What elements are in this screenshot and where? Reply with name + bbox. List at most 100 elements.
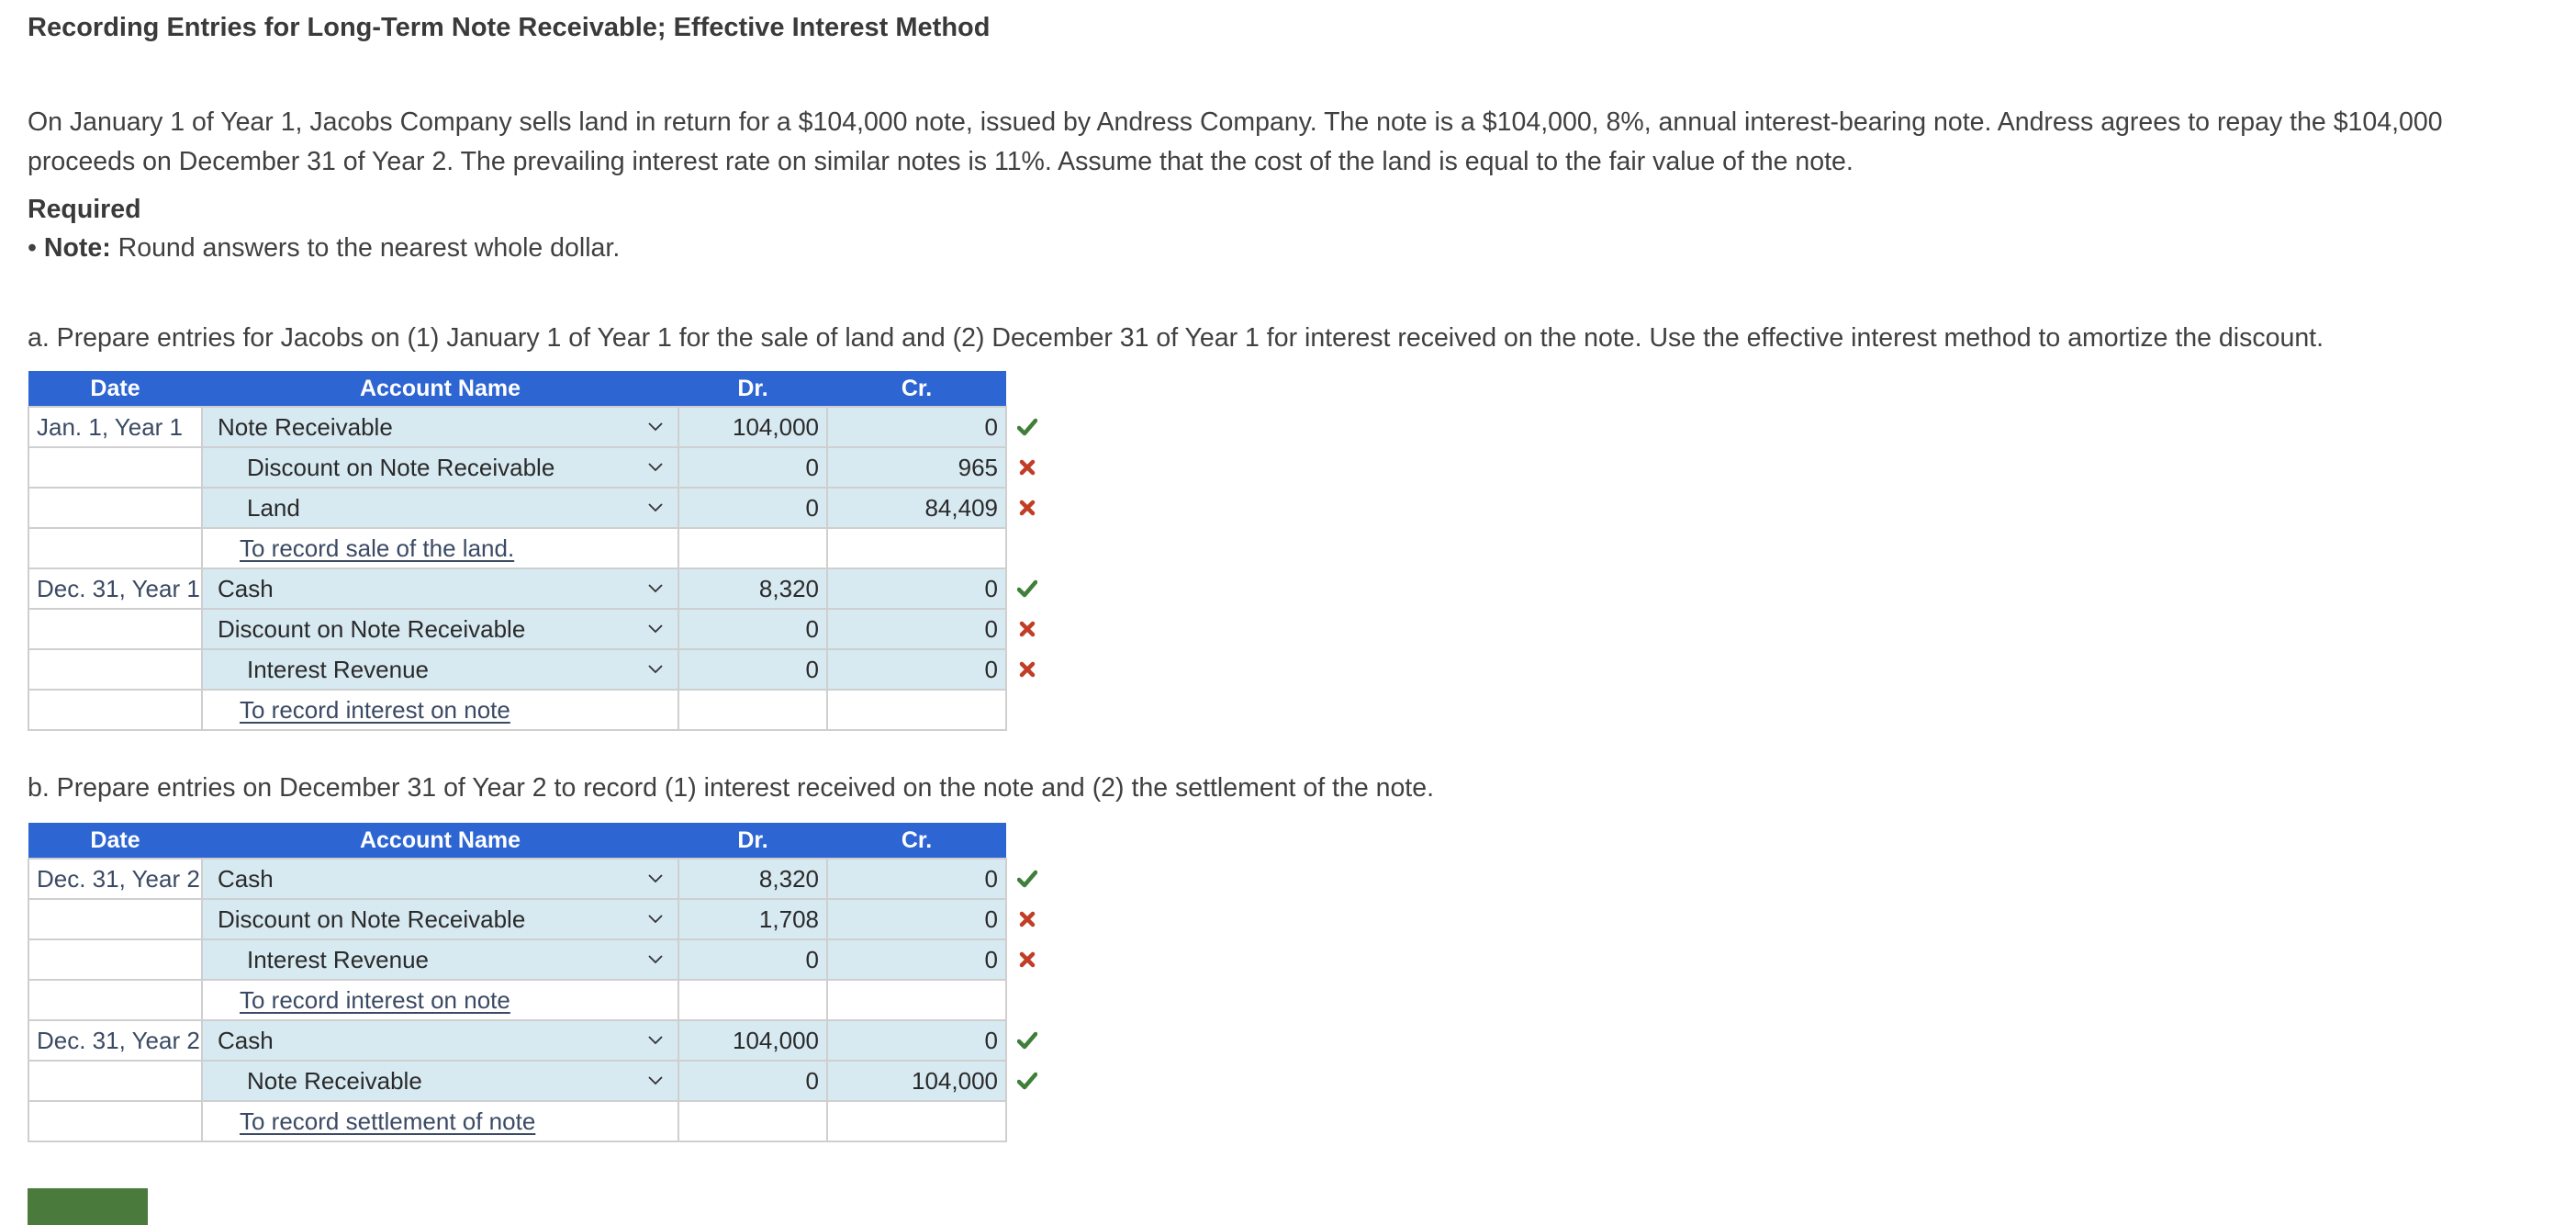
credit-input[interactable]: 965 [826, 446, 1036, 489]
memo-cell: To record settlement of note [201, 1100, 679, 1142]
part-a-prompt: a. Prepare entries for Jacobs on (1) Jan… [28, 323, 2324, 353]
date-cell: Dec. 31, Year 2 [28, 858, 203, 900]
part-b-prompt: b. Prepare entries on December 31 of Yea… [28, 773, 1434, 803]
debit-input[interactable]: 104,000 [678, 1019, 828, 1062]
credit-value: 965 [958, 453, 998, 481]
chevron-down-icon[interactable] [643, 1021, 668, 1060]
debit-input[interactable]: 0 [678, 648, 828, 691]
account-select[interactable]: Cash [201, 1019, 679, 1062]
account-select[interactable]: Note Receivable [201, 1060, 679, 1102]
date-cell [28, 446, 203, 489]
submit-button[interactable] [28, 1188, 148, 1225]
entry-description-link[interactable]: To record settlement of note [240, 1107, 536, 1135]
journal-entry-row: Interest Revenue 0 0 [28, 648, 1036, 691]
chevron-down-icon[interactable] [643, 900, 668, 938]
credit-input[interactable]: 104,000 [826, 1060, 1037, 1102]
note-text: Round answers to the nearest whole dolla… [110, 233, 621, 263]
debit-input[interactable]: 8,320 [678, 568, 828, 610]
journal-entry-row: Interest Revenue 0 0 [28, 938, 1036, 981]
debit-cell-empty [678, 527, 828, 569]
account-select[interactable]: Land [201, 487, 679, 529]
credit-input[interactable]: 84,409 [826, 487, 1036, 529]
rounding-note: • Note: Round answers to the nearest who… [28, 233, 620, 264]
journal-entry-row: Jan. 1, Year 1 Note Receivable 104,000 0 [28, 406, 1037, 448]
account-name: Note Receivable [247, 1066, 422, 1095]
journal-table-part-a: Date Account Name Dr. Cr. Jan. 1, Year 1… [28, 371, 1037, 731]
x-mark-icon [1016, 456, 1038, 478]
journal-rows-part-b: Dec. 31, Year 2 Cash 8,320 0 Discount on Not… [28, 858, 1037, 1142]
debit-cell-empty [678, 689, 828, 731]
memo-cell: To record interest on note [201, 689, 679, 731]
account-select[interactable]: Note Receivable [201, 406, 679, 448]
account-select[interactable]: Discount on Note Receivable [201, 608, 679, 650]
checkmark-icon [1016, 578, 1038, 600]
credit-cell-empty [826, 689, 1007, 731]
account-select[interactable]: Discount on Note Receivable [201, 898, 679, 940]
memo-cell: To record interest on note [201, 979, 679, 1021]
x-mark-icon [1016, 658, 1038, 680]
credit-value: 84,409 [924, 493, 998, 522]
header-date: Date [28, 823, 202, 859]
debit-input[interactable]: 0 [678, 1060, 828, 1102]
chevron-down-icon[interactable] [643, 408, 668, 446]
note-label: Note: [43, 233, 111, 263]
debit-input[interactable]: 0 [678, 446, 828, 489]
chevron-down-icon[interactable] [643, 1062, 668, 1100]
entry-description-link[interactable]: To record sale of the land. [240, 534, 515, 562]
credit-value: 0 [984, 574, 998, 602]
debit-input[interactable]: 0 [678, 608, 828, 650]
account-name: Cash [218, 1026, 274, 1054]
debit-input[interactable]: 104,000 [678, 406, 828, 448]
credit-input[interactable]: 0 [826, 858, 1037, 900]
date-cell [28, 689, 203, 731]
date-cell [28, 648, 203, 691]
debit-input[interactable]: 0 [678, 938, 828, 981]
checkmark-icon [1016, 868, 1038, 890]
credit-input[interactable]: 0 [826, 568, 1037, 610]
date-cell: Dec. 31, Year 2 [28, 1019, 203, 1062]
memo-row: To record sale of the land. [28, 527, 1007, 569]
chevron-down-icon[interactable] [643, 860, 668, 898]
header-date: Date [28, 371, 202, 407]
debit-input[interactable]: 0 [678, 487, 828, 529]
debit-input[interactable]: 8,320 [678, 858, 828, 900]
credit-value: 0 [984, 864, 998, 893]
checkmark-icon [1016, 1070, 1038, 1092]
problem-text: On January 1 of Year 1, Jacobs Company s… [28, 107, 2443, 176]
debit-cell-empty [678, 979, 828, 1021]
header-credit: Cr. [827, 823, 1006, 859]
account-select[interactable]: Discount on Note Receivable [201, 446, 679, 489]
account-select[interactable]: Cash [201, 858, 679, 900]
memo-cell: To record sale of the land. [201, 527, 679, 569]
entry-description-link[interactable]: To record interest on note [240, 695, 510, 724]
journal-entry-row: Dec. 31, Year 2 Cash 8,320 0 [28, 858, 1037, 900]
chevron-down-icon[interactable] [643, 569, 668, 608]
credit-value: 0 [984, 412, 998, 441]
account-name: Discount on Note Receivable [218, 614, 526, 643]
credit-input[interactable]: 0 [826, 938, 1036, 981]
chevron-down-icon[interactable] [643, 448, 668, 487]
credit-input[interactable]: 0 [826, 898, 1036, 940]
account-select[interactable]: Interest Revenue [201, 938, 679, 981]
entry-description-link[interactable]: To record interest on note [240, 985, 510, 1014]
chevron-down-icon[interactable] [643, 650, 668, 689]
credit-input[interactable]: 0 [826, 1019, 1037, 1062]
chevron-down-icon[interactable] [643, 489, 668, 527]
journal-entry-row: Note Receivable 0 104,000 [28, 1060, 1037, 1102]
account-select[interactable]: Interest Revenue [201, 648, 679, 691]
page-title: Recording Entries for Long-Term Note Rec… [28, 13, 991, 42]
credit-input[interactable]: 0 [826, 648, 1036, 691]
chevron-down-icon[interactable] [643, 940, 668, 979]
credit-input[interactable]: 0 [826, 608, 1036, 650]
debit-input[interactable]: 1,708 [678, 898, 828, 940]
chevron-down-icon[interactable] [643, 610, 668, 648]
date-cell: Dec. 31, Year 1 [28, 568, 203, 610]
account-name: Cash [218, 574, 274, 602]
date-cell [28, 527, 203, 569]
credit-input[interactable]: 0 [826, 406, 1037, 448]
account-name: Cash [218, 864, 274, 893]
account-name: Interest Revenue [247, 655, 430, 683]
date-cell [28, 608, 203, 650]
credit-cell-empty [826, 979, 1007, 1021]
account-select[interactable]: Cash [201, 568, 679, 610]
